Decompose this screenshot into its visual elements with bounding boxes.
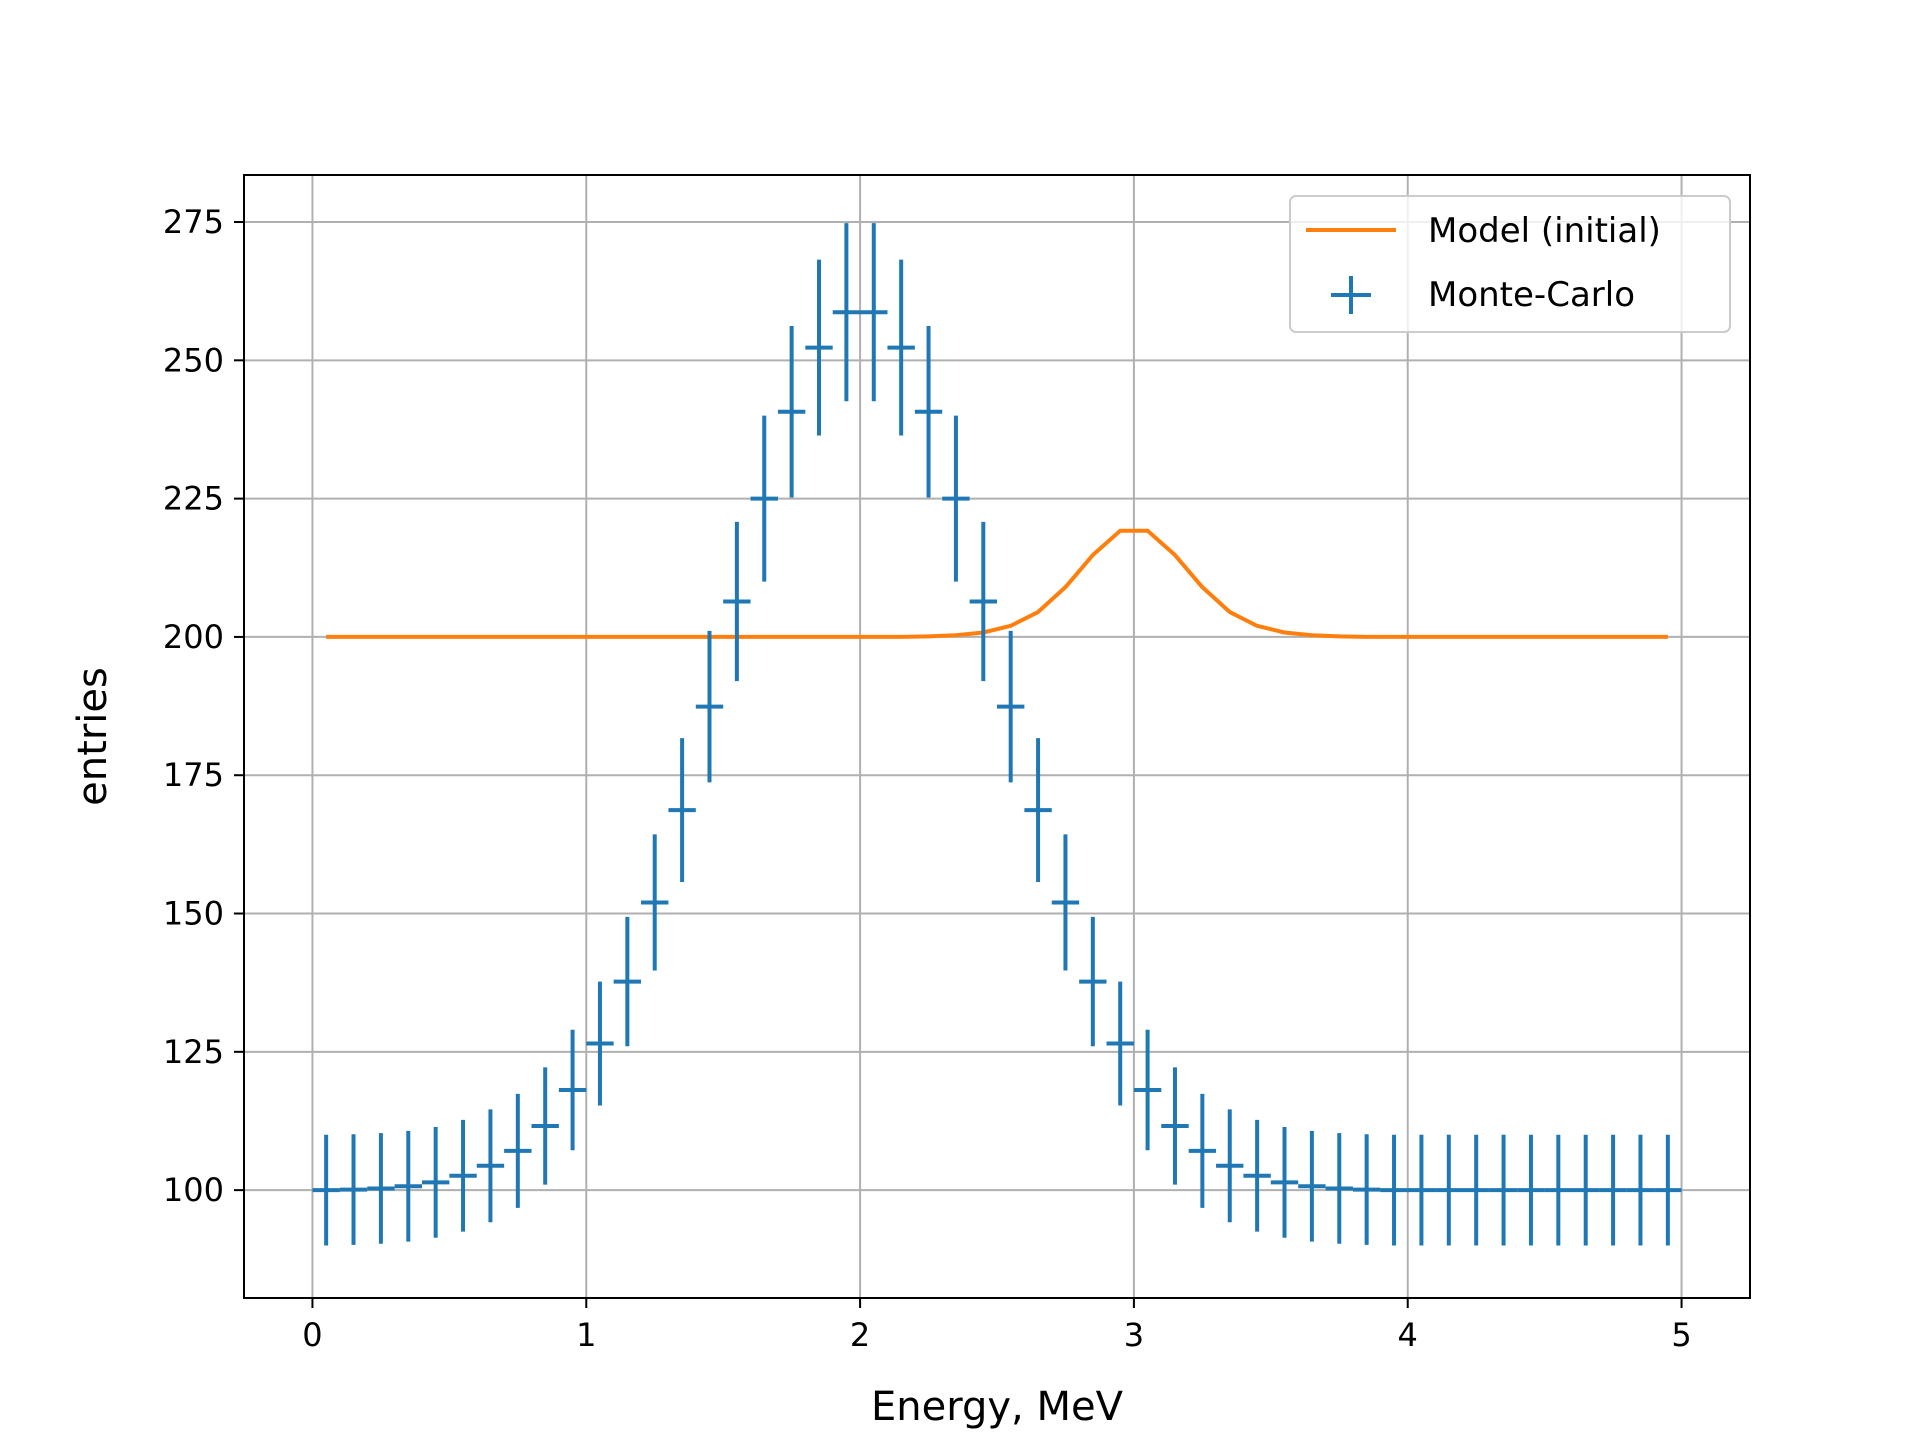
y-tick-label: 175 xyxy=(163,756,224,794)
errorbars xyxy=(312,223,1682,1246)
data-point xyxy=(1243,1119,1271,1232)
data-point xyxy=(832,223,861,402)
data-point xyxy=(476,1109,505,1223)
y-axis-title: entries xyxy=(70,667,116,806)
data-point xyxy=(1133,1029,1162,1151)
data-point xyxy=(1161,1067,1189,1185)
data-point xyxy=(367,1133,395,1244)
data-point xyxy=(1489,1134,1518,1246)
data-point xyxy=(1435,1134,1463,1246)
data-point xyxy=(1654,1134,1682,1246)
data-point xyxy=(668,738,696,882)
legend-model-label: Model (initial) xyxy=(1428,211,1661,251)
x-axis-title: Energy, MeV xyxy=(871,1384,1124,1430)
data-point xyxy=(695,630,724,783)
data-point xyxy=(1599,1134,1627,1246)
data-point xyxy=(1079,916,1107,1047)
y-tick-label: 250 xyxy=(163,341,224,379)
data-point xyxy=(723,521,751,682)
y-tick-label: 100 xyxy=(163,1171,224,1209)
data-point xyxy=(641,834,669,971)
x-tick-label: 2 xyxy=(850,1316,870,1354)
legend-data-label: Monte-Carlo xyxy=(1428,275,1635,315)
plot-frame xyxy=(243,174,1751,1299)
data-point xyxy=(1188,1093,1217,1208)
data-point xyxy=(777,326,806,498)
legend-data-swatch xyxy=(1331,276,1371,314)
data-point xyxy=(1572,1134,1600,1246)
data-point xyxy=(312,1134,340,1246)
x-tick-label: 4 xyxy=(1398,1316,1418,1354)
data-point xyxy=(997,630,1025,783)
x-tick-label: 1 xyxy=(576,1316,596,1354)
data-point xyxy=(558,1029,587,1151)
x-tick-label: 3 xyxy=(1124,1316,1144,1354)
y-tick-label: 150 xyxy=(163,895,224,933)
data-point xyxy=(1517,1134,1545,1246)
data-point xyxy=(1380,1134,1408,1246)
x-tick-label: 5 xyxy=(1671,1316,1691,1354)
data-point xyxy=(1626,1134,1655,1246)
data-point xyxy=(1216,1109,1244,1223)
ticks: 0 1 2 3 4 5 100 125 150 175 200 225 250 275 xyxy=(163,203,1692,1354)
data-point xyxy=(1024,738,1052,882)
data-point xyxy=(531,1067,559,1185)
data-point xyxy=(613,916,642,1047)
data-point xyxy=(421,1127,450,1238)
data-point xyxy=(1352,1134,1381,1245)
data-point xyxy=(1106,981,1134,1106)
data-point xyxy=(942,415,970,582)
legend-box xyxy=(1289,195,1731,333)
x-tick-label: 0 xyxy=(302,1316,322,1354)
data-point xyxy=(504,1093,532,1208)
data-point xyxy=(1325,1133,1353,1244)
data-point xyxy=(449,1119,477,1232)
legend: Model (initial) Monte-Carlo xyxy=(1289,195,1731,333)
y-tick-label: 200 xyxy=(163,618,224,656)
data-point xyxy=(586,981,614,1106)
y-tick-label: 125 xyxy=(163,1033,224,1071)
model-line-group xyxy=(326,528,1668,639)
data-point xyxy=(1544,1134,1573,1246)
data-point xyxy=(1270,1127,1299,1238)
data-point xyxy=(1462,1134,1490,1246)
data-point xyxy=(394,1130,422,1242)
data-point xyxy=(1407,1134,1436,1246)
data-point xyxy=(887,259,915,436)
data-point xyxy=(805,259,833,436)
y-tick-label: 275 xyxy=(163,203,224,241)
data-point xyxy=(1298,1130,1326,1242)
data-point xyxy=(969,521,997,682)
data-point xyxy=(339,1134,368,1245)
y-tick-label: 225 xyxy=(163,480,224,518)
data-point xyxy=(1051,834,1080,971)
data-point xyxy=(914,326,943,498)
data-point xyxy=(860,223,888,402)
model-line xyxy=(326,528,1668,639)
data-point xyxy=(750,415,778,582)
